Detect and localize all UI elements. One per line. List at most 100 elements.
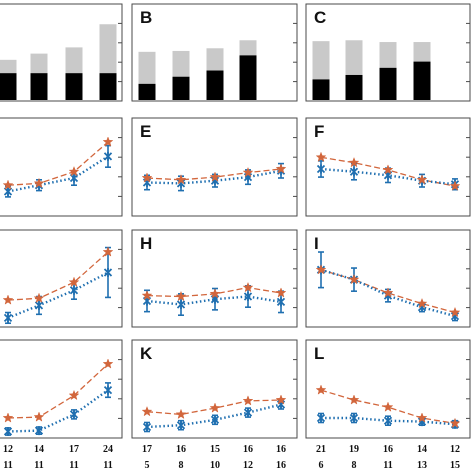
series-b-line — [320, 268, 456, 318]
bar-part — [345, 74, 363, 100]
series-a-line — [7, 141, 109, 186]
series-b-line — [7, 389, 109, 433]
series-a-point — [416, 297, 428, 309]
footer-label: 5 — [145, 460, 150, 471]
panel-letter: H — [140, 234, 152, 253]
series-b-point — [276, 297, 286, 307]
series-b-point — [3, 187, 13, 196]
series-b-line — [7, 155, 109, 193]
series-b-line — [7, 271, 109, 320]
footer-label: 8 — [179, 460, 184, 471]
series-b-point — [3, 427, 13, 436]
series-a-point — [275, 163, 287, 174]
series-a-point — [175, 290, 187, 302]
panel-b: B — [131, 3, 298, 102]
series-a-point — [209, 171, 221, 182]
series-b-point — [142, 422, 152, 432]
footer-label: 16 — [383, 444, 393, 455]
footer-label: 15 — [210, 444, 220, 455]
bar-part — [0, 73, 17, 100]
footer-label: 16 — [243, 444, 253, 455]
bar-part — [206, 70, 224, 100]
footer-label: 12 — [3, 444, 13, 455]
series-b-point — [176, 300, 186, 310]
series-a-point — [209, 288, 221, 299]
series-a-point — [348, 273, 360, 285]
series-a-point — [209, 402, 221, 413]
footer-label: 16 — [176, 444, 186, 455]
footer-col3-row1: 21 19 16 14 12 — [316, 444, 460, 455]
footer-col1-row1: 12 14 17 24 — [3, 444, 113, 455]
series-b-point — [243, 292, 253, 302]
series-a-point — [175, 408, 187, 420]
bar-part — [413, 61, 431, 100]
footer-label: 14 — [34, 444, 44, 455]
bar-part — [239, 55, 257, 100]
bar-part — [138, 83, 156, 100]
series-b-point — [69, 409, 79, 419]
series-a-point — [416, 412, 428, 423]
series-b-point — [349, 167, 359, 177]
series-a-point — [2, 179, 14, 190]
series-a-line — [7, 363, 109, 419]
footer-col2-row2: 5 8 10 12 16 — [145, 460, 287, 471]
series-a-point — [382, 401, 394, 412]
series-b-point — [34, 426, 44, 436]
series-a-point — [175, 174, 187, 185]
series-a-point — [141, 289, 153, 301]
series-a-point — [416, 174, 428, 185]
series-b-point — [383, 416, 393, 426]
footer-label: 21 — [316, 444, 326, 455]
panel-e: E — [131, 117, 298, 217]
series-b-point — [3, 313, 13, 323]
series-a-point — [33, 177, 45, 189]
footer-label: 15 — [450, 460, 460, 471]
panel-letter: I — [314, 234, 319, 253]
footer-label: 6 — [319, 460, 324, 471]
series-a-point — [449, 180, 461, 191]
series-a-point — [68, 276, 80, 287]
series-a-point — [315, 151, 327, 162]
series-a-point — [33, 411, 45, 422]
series-b-point — [103, 267, 113, 277]
series-b-point — [69, 173, 79, 183]
panel-l: L — [305, 339, 471, 439]
footer-label: 14 — [417, 444, 427, 455]
footer-label: 11 — [103, 460, 112, 471]
series-a-point — [102, 246, 114, 257]
bar-part — [99, 73, 117, 100]
panel-grid: B C E F H I K L — [0, 3, 471, 439]
footer-col2-row1: 17 16 15 16 16 — [142, 444, 286, 455]
series-a-point — [141, 172, 153, 183]
panel-frame — [0, 339, 123, 439]
series-b-point — [243, 408, 253, 418]
series-a-point — [242, 166, 254, 178]
series-b-point — [316, 164, 326, 174]
footer-label: 24 — [103, 444, 113, 455]
series-a-point — [102, 358, 114, 369]
series-b-point — [349, 413, 359, 423]
sample-size-footer: 12 14 17 24 11 11 11 11 17 16 15 16 16 5… — [3, 444, 460, 471]
series-a-point — [382, 287, 394, 298]
panel-frame — [131, 229, 298, 328]
panel-j — [0, 339, 123, 439]
panel-frame — [305, 229, 471, 328]
panel-frame — [0, 229, 123, 328]
series-a-point — [68, 165, 80, 177]
bar-part — [30, 73, 48, 100]
series-a-point — [242, 281, 254, 293]
series-b-point — [69, 285, 79, 295]
footer-label: 11 — [69, 460, 78, 471]
series-a-point — [315, 264, 327, 275]
series-a-point — [449, 417, 461, 429]
footer-label: 17 — [69, 444, 79, 455]
footer-col1-row2: 11 11 11 11 — [3, 460, 112, 471]
bar-part — [312, 79, 330, 100]
panel-frame — [0, 117, 123, 217]
panel-letter: B — [140, 8, 152, 27]
panel-letter: F — [314, 122, 324, 141]
panel-k: K — [131, 339, 298, 439]
bar-part — [172, 76, 190, 100]
series-a-point — [348, 394, 360, 405]
